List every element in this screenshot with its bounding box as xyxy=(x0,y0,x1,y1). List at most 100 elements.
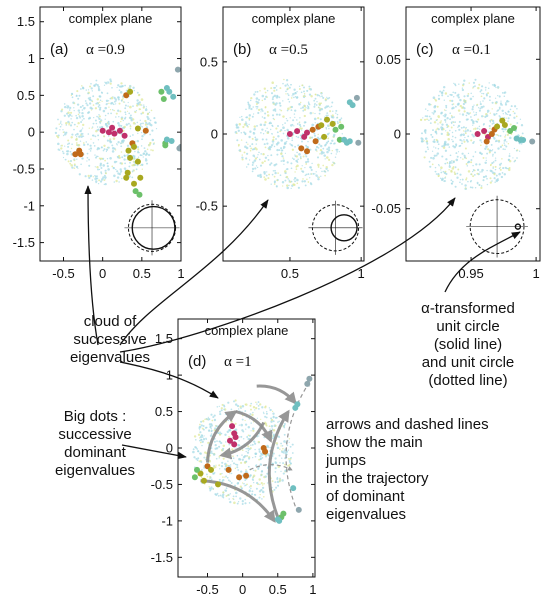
dominant-series-4 xyxy=(507,125,517,134)
cloud-point xyxy=(501,92,504,94)
cloud-point xyxy=(97,105,100,108)
cloud-point xyxy=(258,458,261,461)
cloud-point xyxy=(431,136,434,138)
cloud-point xyxy=(481,92,483,95)
cloud-point xyxy=(487,87,490,90)
cloud-point xyxy=(446,117,449,120)
circle-label-line-4: and unit circle xyxy=(421,354,515,371)
cloud-point xyxy=(446,131,449,134)
cloud-point xyxy=(276,477,279,481)
cloud-point xyxy=(283,440,286,443)
cloud-point xyxy=(460,126,463,129)
cloud-point xyxy=(505,112,508,115)
cloud-point xyxy=(266,127,268,129)
cloud-point xyxy=(520,124,524,127)
cloud-point xyxy=(440,132,443,136)
cloud-point xyxy=(470,159,473,161)
cloud-point xyxy=(261,453,264,456)
cloud-point xyxy=(479,101,482,103)
dominant-eigenvalue-dot xyxy=(136,191,143,198)
cloud-point xyxy=(268,425,271,428)
cloud-point xyxy=(428,115,431,118)
cloud-point xyxy=(467,93,470,95)
cloud-point xyxy=(240,487,243,490)
cloud-point xyxy=(107,146,110,149)
cloud-point xyxy=(318,138,321,140)
cloud-point xyxy=(463,110,466,113)
cloud-point xyxy=(257,401,260,404)
cloud-point xyxy=(324,171,327,173)
cloud-point xyxy=(64,158,67,161)
cloud-point xyxy=(60,120,62,122)
cloud-point xyxy=(205,473,208,476)
cloud-point xyxy=(139,124,141,126)
cloud-point xyxy=(286,83,289,86)
cloud-point xyxy=(327,140,330,143)
cloud-point xyxy=(119,142,122,145)
cloud-point xyxy=(121,85,124,88)
cloud-point xyxy=(276,446,280,450)
alpha-value-label: α =0.5 xyxy=(269,42,308,58)
cloud-point xyxy=(111,86,113,89)
cloud-point xyxy=(314,93,317,96)
circle-inset xyxy=(308,200,363,255)
cloud-point xyxy=(250,422,252,424)
cloud-point xyxy=(105,150,107,153)
cloud-point xyxy=(120,170,123,173)
cloud-point xyxy=(245,152,249,155)
cloud-point xyxy=(87,133,90,135)
cloud-point xyxy=(107,100,110,102)
cloud-point xyxy=(133,157,136,160)
dominant-eigenvalue-dot xyxy=(125,147,132,154)
cloud-point xyxy=(239,497,242,500)
cloud-point xyxy=(219,413,222,416)
cloud-point xyxy=(433,138,436,141)
cloud-point xyxy=(238,149,241,152)
cloud-point xyxy=(454,129,457,132)
dominant-eigenvalue-dot xyxy=(131,143,137,150)
cloud-point xyxy=(443,180,446,183)
cloud-point xyxy=(272,138,275,141)
cloud-point xyxy=(278,420,280,423)
cloud-point xyxy=(275,138,277,140)
cloud-point xyxy=(248,104,251,107)
cloud-point xyxy=(69,106,72,110)
cloud-point xyxy=(236,139,239,142)
cloud-point xyxy=(273,164,276,167)
cloud-point xyxy=(66,104,68,106)
cloud-point xyxy=(280,445,282,447)
cloud-point xyxy=(129,135,132,137)
cloud-point xyxy=(76,158,78,160)
plot-area-d xyxy=(191,375,313,524)
cloud-point xyxy=(480,185,483,187)
cloud-point xyxy=(326,97,329,100)
cloud-point xyxy=(441,127,444,129)
cloud-point xyxy=(211,419,214,422)
cloud-point xyxy=(229,464,232,466)
cloud-point xyxy=(489,127,491,130)
cloud-point xyxy=(452,140,454,143)
cloud-point xyxy=(261,94,265,98)
cloud-point xyxy=(268,145,272,149)
cloud-point xyxy=(139,108,142,111)
cloud-point xyxy=(498,139,500,142)
cloud-point xyxy=(225,475,228,478)
cloud-point xyxy=(258,478,261,481)
cloud-point xyxy=(240,435,243,438)
arrows-label-line-1: arrows and dashed lines xyxy=(326,416,489,433)
cloud-point xyxy=(479,144,482,147)
cloud-point xyxy=(281,457,283,459)
cloud-point xyxy=(451,103,454,106)
cloud-point xyxy=(449,129,451,132)
x-tick-label: 0.95 xyxy=(458,266,483,281)
cloud-point xyxy=(62,129,64,131)
cloud-point xyxy=(256,108,258,110)
cloud-point xyxy=(249,484,252,488)
dominant-series-5 xyxy=(513,135,527,143)
cloud-point xyxy=(451,131,454,134)
cloud-point xyxy=(491,119,495,123)
cloud-point xyxy=(333,162,336,165)
cloud-point xyxy=(241,154,243,156)
cloud-point xyxy=(71,115,73,117)
cloud-point xyxy=(502,113,504,115)
